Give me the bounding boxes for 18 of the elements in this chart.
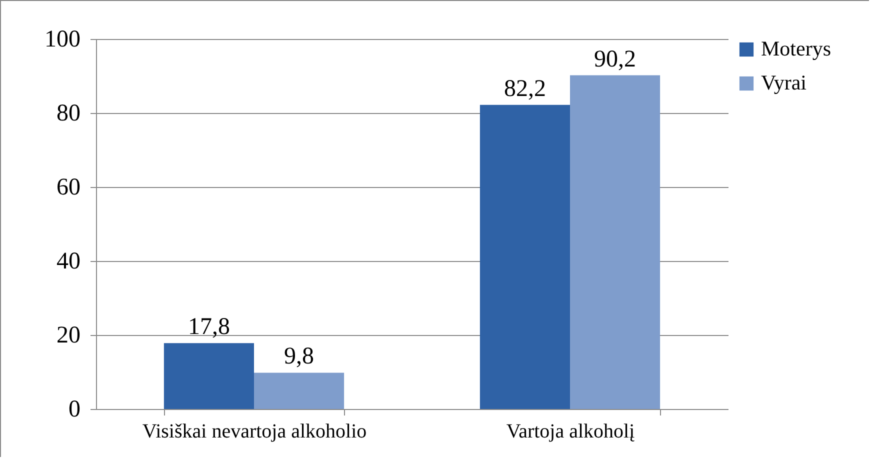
data-label: 9,8 [284,344,314,370]
y-tick-label: 0 [68,396,80,422]
bar [480,104,570,409]
bar [254,372,344,409]
y-tick-label: 100 [44,26,80,52]
x-tick-label: Vartoja alkoholį [506,420,636,442]
y-tick-label: 20 [56,322,80,348]
bar [570,75,660,409]
y-tick-label: 40 [56,248,80,274]
legend-label: Moterys [761,36,831,60]
data-label: 17,8 [188,314,230,340]
bar [164,343,254,409]
y-tick-label: 80 [56,100,80,126]
data-label: 90,2 [594,46,636,72]
legend-label: Vyrai [761,70,807,94]
y-tick-label: 60 [56,174,80,200]
data-label: 82,2 [504,76,546,102]
x-tick-label: Visiškai nevartoja alkoholio [142,420,367,442]
